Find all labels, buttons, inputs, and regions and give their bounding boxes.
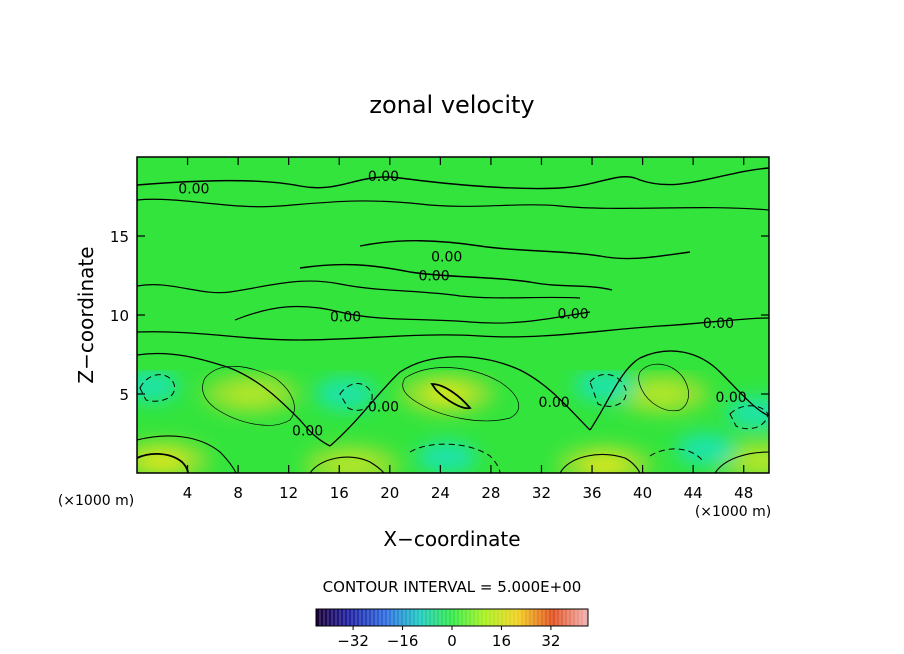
colorbar: −32 −16 0 16 32 bbox=[315, 608, 589, 650]
negative-core-2 bbox=[416, 441, 477, 473]
x-tick-label-9: 40 bbox=[633, 484, 652, 502]
x-units-right: (×1000 m) bbox=[695, 504, 771, 520]
x-tick-label-3: 16 bbox=[330, 484, 349, 502]
y-tick-label-1: 10 bbox=[110, 307, 129, 325]
negative-contour-0 bbox=[139, 374, 176, 402]
contour-line-1 bbox=[137, 198, 769, 211]
contour-label-9: 0.00 bbox=[715, 390, 746, 406]
colorbar-tick-label-2: 0 bbox=[447, 632, 457, 650]
contour-line-3 bbox=[299, 263, 613, 291]
contour-label-4: 0.00 bbox=[330, 310, 361, 326]
contour-line-14 bbox=[137, 435, 237, 473]
colorbar-tick-label-0: −32 bbox=[337, 632, 369, 650]
contour-line-4 bbox=[137, 280, 581, 299]
x-tick-label-10: 44 bbox=[684, 484, 703, 502]
contour-label-5: 0.00 bbox=[557, 306, 588, 322]
x-tick-label-4: 20 bbox=[380, 484, 399, 502]
contour-line-15 bbox=[309, 456, 385, 473]
plot-background bbox=[137, 157, 769, 473]
contour-label-7: 0.00 bbox=[368, 400, 399, 416]
contour-interval-text: CONTOUR INTERVAL = 5.000E+00 bbox=[323, 578, 582, 596]
positive-core-center-2 bbox=[637, 384, 686, 404]
x-tick-label-2: 12 bbox=[279, 484, 298, 502]
x-tick-label-0: 4 bbox=[183, 484, 193, 502]
x-tick-label-5: 24 bbox=[431, 484, 450, 502]
negative-core-1 bbox=[315, 378, 376, 410]
contour-line-9 bbox=[589, 350, 769, 431]
positive-core-center-5 bbox=[580, 455, 629, 473]
negative-contour-4 bbox=[409, 443, 501, 473]
x-axis-label: X−coordinate bbox=[383, 527, 520, 551]
colorbar-ticks: −32 −16 0 16 32 bbox=[337, 626, 560, 650]
colorbar-stripes bbox=[319, 609, 585, 626]
contour-lines bbox=[137, 167, 769, 473]
contour-labels: 0.00 0.00 0.00 0.00 0.00 0.00 0.00 0.00 0.00 0.00… bbox=[178, 169, 746, 439]
colorbar-tick-label-3: 16 bbox=[492, 632, 511, 650]
contour-label-1: 0.00 bbox=[368, 169, 399, 185]
contour-line-11 bbox=[402, 367, 520, 422]
contour-label-8: 0.00 bbox=[539, 395, 570, 411]
x-tick-label-6: 28 bbox=[481, 484, 500, 502]
plot-area bbox=[137, 157, 769, 473]
contour-label-10: 0.00 bbox=[292, 423, 323, 439]
chart-title: zonal velocity bbox=[369, 91, 534, 119]
contour-line-6 bbox=[137, 317, 769, 341]
colorbar-tick-label-1: −16 bbox=[387, 632, 419, 650]
contour-line-12 bbox=[638, 363, 689, 412]
negative-core-3 bbox=[574, 370, 635, 403]
negative-contour-3 bbox=[729, 405, 769, 430]
colorbar-ramp bbox=[316, 609, 588, 626]
y-tick-label-0: 5 bbox=[119, 386, 129, 404]
contour-line-13 bbox=[430, 383, 472, 410]
contour-line-10 bbox=[202, 366, 295, 426]
y-axis: 5 10 15 bbox=[110, 228, 769, 404]
contour-label-2: 0.00 bbox=[431, 250, 462, 266]
field-shading bbox=[137, 370, 769, 473]
contour-label-3: 0.00 bbox=[418, 269, 449, 285]
negative-core-5 bbox=[675, 433, 736, 466]
x-tick-label-1: 8 bbox=[233, 484, 243, 502]
contour-label-6: 0.00 bbox=[703, 316, 734, 332]
negative-contour-1 bbox=[339, 383, 373, 411]
contour-line-7 bbox=[137, 352, 331, 447]
positive-core-center-0 bbox=[226, 384, 275, 404]
colorbar-tick-label-4: 32 bbox=[541, 632, 560, 650]
contour-line-0 bbox=[137, 167, 769, 190]
contour-line-17 bbox=[714, 451, 769, 473]
x-tick-label-8: 36 bbox=[582, 484, 601, 502]
y-tick-label-2: 15 bbox=[110, 228, 129, 246]
x-tick-label-7: 32 bbox=[532, 484, 551, 502]
x-tick-label-11: 48 bbox=[734, 484, 753, 502]
negative-contour-2 bbox=[589, 374, 627, 407]
positive-core-center-3 bbox=[138, 450, 187, 471]
contour-line-2 bbox=[359, 240, 691, 260]
contour-line-5 bbox=[234, 305, 591, 324]
y-axis-label: Z−coordinate bbox=[74, 246, 98, 383]
contour-line-16 bbox=[559, 454, 641, 473]
contour-label-0: 0.00 bbox=[178, 182, 209, 198]
x-axis: 4 8 12 16 20 24 28 32 36 40 44 48 bbox=[183, 157, 753, 502]
negative-contour-5 bbox=[649, 448, 703, 461]
x-units-left: (×1000 m) bbox=[58, 493, 134, 509]
negative-core-4 bbox=[726, 396, 769, 429]
positive-core-center-6 bbox=[738, 450, 769, 471]
